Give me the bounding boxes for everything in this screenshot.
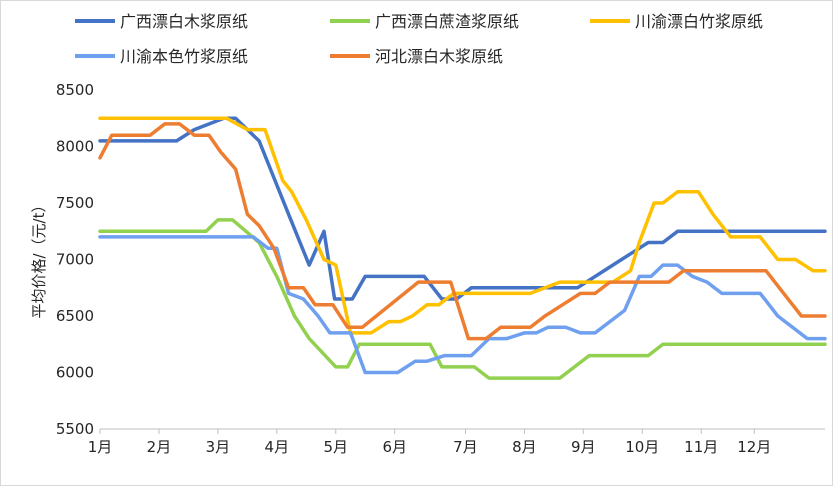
series-line-4 [98,235,827,375]
legend-label: 川渝本色竹浆原纸 [120,47,248,66]
y-axis-title: 平均价格/（元/t） [30,198,48,319]
x-tick-label: 2月 [147,438,172,456]
legend-label: 川渝漂白竹浆原纸 [635,12,763,31]
legend-label: 河北漂白木浆原纸 [375,47,503,66]
y-tick-label: 6500 [56,307,94,325]
series-line-3 [98,116,827,335]
y-tick-label: 5500 [56,420,94,438]
x-axis: 1月 2月 3月 4月 5月 6月 7月 8月 9月 10月 11月 12月 [88,428,825,456]
x-tick-label: 11月 [684,438,718,456]
y-axis: 5500 6000 6500 7000 7500 8000 8500 [56,81,94,438]
legend-label: 广西漂白木浆原纸 [120,12,248,31]
series-lines [98,116,827,380]
legend-label: 广西漂白蔗渣浆原纸 [375,12,519,31]
x-tick-label: 10月 [625,438,659,456]
x-tick-label: 7月 [453,438,478,456]
x-tick-label: 9月 [571,438,596,456]
series-line-2 [98,218,827,380]
series-line-5 [98,122,827,341]
y-tick-label: 6000 [56,364,94,382]
x-tick-label: 1月 [88,438,113,456]
x-tick-label: 3月 [206,438,231,456]
y-tick-label: 8000 [56,138,94,156]
x-tick-label: 6月 [382,438,407,456]
x-tick-label: 8月 [512,438,537,456]
x-tick-label: 4月 [265,438,290,456]
y-tick-label: 7500 [56,194,94,212]
x-tick-label: 5月 [323,438,348,456]
series-line-1 [98,116,827,301]
y-tick-label: 7000 [56,251,94,269]
y-tick-label: 8500 [56,81,94,99]
x-tick-label: 12月 [737,438,771,456]
